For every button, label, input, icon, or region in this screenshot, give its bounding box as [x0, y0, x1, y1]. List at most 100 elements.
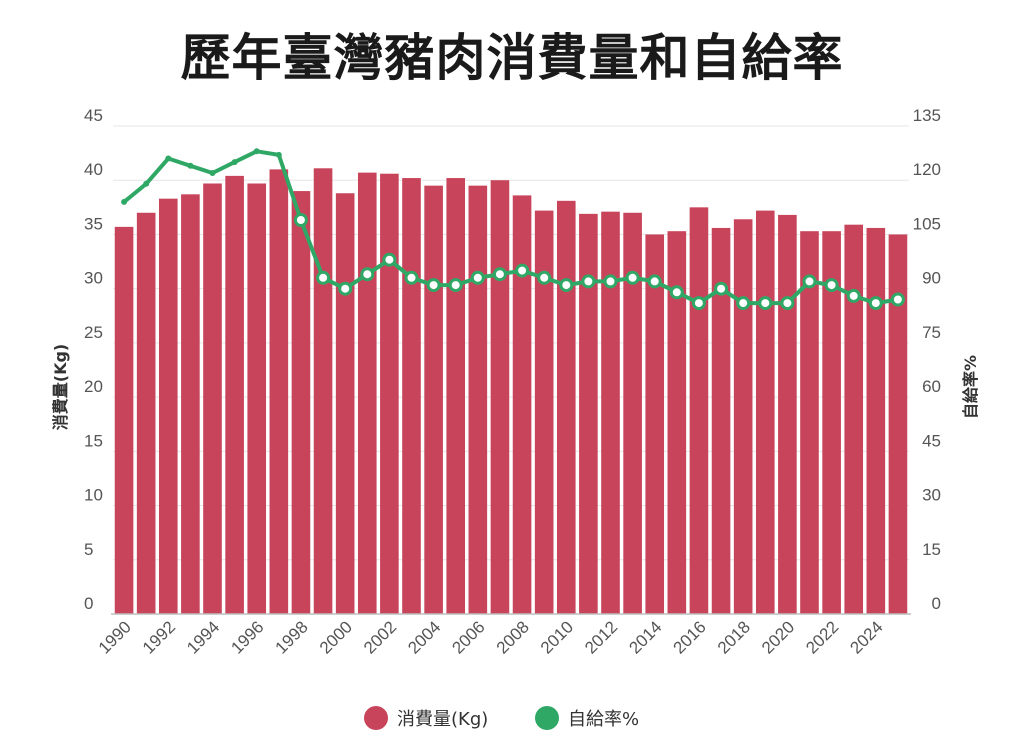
- x-tick: 2002: [360, 617, 400, 657]
- bar: [446, 178, 466, 615]
- ratio-point: [647, 274, 662, 289]
- bar: [645, 234, 665, 614]
- y-tick-left: 40: [84, 160, 103, 179]
- x-tick: 2014: [625, 617, 665, 657]
- ratio-point: [426, 278, 441, 293]
- x-tick: 1994: [183, 617, 223, 657]
- ratio-point: [121, 198, 128, 205]
- x-tick: 2008: [493, 617, 533, 657]
- bar: [689, 207, 709, 614]
- bar: [800, 231, 819, 614]
- y-tick-right: 45: [922, 431, 941, 450]
- ratio-point: [448, 278, 463, 293]
- bar: [534, 210, 554, 614]
- ratio-point: [209, 170, 216, 176]
- x-tick: 1998: [272, 617, 312, 657]
- ratio-point: [868, 296, 883, 311]
- x-tick: 2016: [670, 617, 710, 657]
- ratio-point: [714, 281, 729, 296]
- y-axis-title-left: 消費量(Kg): [51, 344, 70, 430]
- bar: [313, 168, 333, 615]
- bar: [402, 178, 421, 615]
- legend-label-ratio: 自給率%: [568, 709, 639, 730]
- y-tick-right: 120: [913, 160, 941, 179]
- x-tick: 2010: [537, 617, 577, 657]
- ratio-point: [165, 155, 172, 162]
- x-tick: 1992: [139, 617, 179, 657]
- bar: [711, 227, 731, 614]
- bar: [755, 210, 775, 614]
- y-tick-right: 0: [932, 594, 941, 613]
- bar: [247, 183, 267, 615]
- y-tick-right: 15: [922, 540, 941, 559]
- legend-marker-consumption: [364, 706, 388, 730]
- y-tick-left: 5: [84, 540, 93, 559]
- y-tick-left: 15: [84, 431, 103, 450]
- bar: [136, 212, 156, 614]
- bar: [601, 211, 620, 615]
- chart-title: 歷年臺灣豬肉消費量和自給率: [180, 29, 844, 87]
- bar: [114, 226, 134, 614]
- bar: [623, 212, 642, 614]
- x-tick: 1990: [95, 617, 135, 657]
- bar: [335, 193, 355, 615]
- bar: [203, 183, 222, 615]
- bar: [667, 231, 687, 614]
- bar: [866, 227, 886, 614]
- y-tick-left: 20: [84, 377, 103, 396]
- ratio-point: [736, 296, 751, 311]
- ratio-point: [559, 278, 574, 293]
- y-tick-left: 45: [84, 106, 103, 125]
- ratio-point: [338, 281, 353, 296]
- ratio-point: [802, 274, 817, 289]
- ratio-point: [143, 180, 150, 187]
- ratio-point: [846, 288, 861, 303]
- ratio-point: [404, 270, 419, 285]
- x-tick: 2024: [846, 617, 886, 657]
- ratio-point: [275, 151, 282, 158]
- bar: [844, 224, 864, 614]
- bar: [269, 169, 289, 614]
- ratio-point: [293, 213, 308, 227]
- x-tick: 2020: [758, 617, 798, 657]
- bar: [556, 200, 576, 614]
- ratio-point: [625, 270, 640, 285]
- bar: [778, 214, 797, 615]
- y-tick-right: 60: [922, 377, 941, 396]
- bar: [181, 194, 200, 614]
- x-tick: 2012: [581, 617, 621, 657]
- ratio-point: [253, 148, 260, 155]
- y-axis-title-right: 自給率%: [961, 355, 980, 419]
- ratio-point: [780, 296, 795, 311]
- ratio-point: [360, 267, 375, 282]
- bar: [579, 213, 598, 614]
- bar: [380, 173, 399, 614]
- ratio-point: [669, 285, 684, 300]
- bar: [822, 231, 841, 614]
- bar: [512, 195, 532, 614]
- y-tick-left: 25: [84, 323, 103, 342]
- bar: [424, 185, 443, 614]
- y-tick-right: 135: [913, 106, 941, 125]
- bar: [357, 172, 377, 614]
- y-tick-right: 90: [922, 269, 941, 288]
- bar: [490, 180, 510, 614]
- ratio-point: [492, 267, 507, 282]
- ratio-point: [515, 263, 530, 278]
- y-tick-right: 105: [913, 214, 941, 233]
- y-tick-left: 0: [84, 594, 93, 613]
- bar: [158, 198, 178, 614]
- ratio-point: [890, 292, 905, 307]
- ratio-point: [187, 162, 194, 169]
- bar: [291, 191, 311, 614]
- x-tick: 2022: [802, 617, 842, 657]
- x-tick: 2004: [404, 617, 444, 657]
- ratio-point: [758, 296, 773, 311]
- ratio-point: [691, 296, 706, 311]
- y-tick-left: 35: [84, 214, 103, 233]
- ratio-point: [231, 159, 238, 166]
- ratio-point: [824, 278, 839, 293]
- bar: [468, 185, 488, 614]
- ratio-point: [537, 270, 552, 285]
